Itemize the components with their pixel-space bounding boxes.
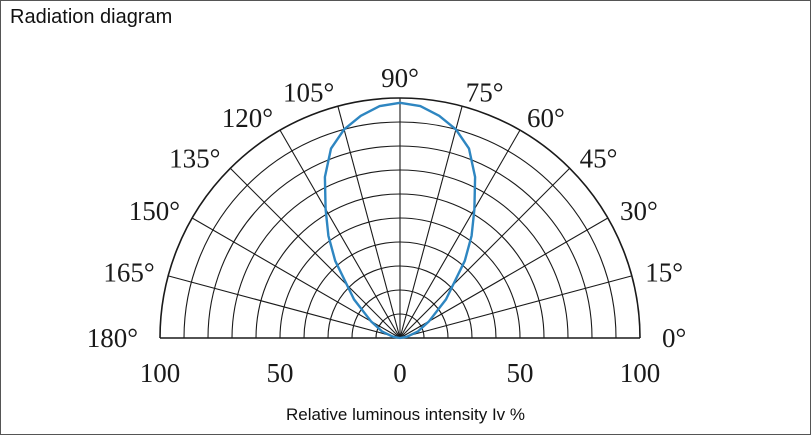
angle-label: 105° bbox=[283, 78, 334, 108]
angle-labels: 0° 15° 30°45° 60° 75° 90° 105° 120°135° 150° 165°… bbox=[87, 63, 687, 353]
radial-tick-label: 0 bbox=[393, 358, 407, 388]
grid-spoke bbox=[191, 217, 401, 339]
angle-label: 90° bbox=[381, 63, 419, 93]
grid-spoke bbox=[399, 129, 521, 339]
angle-label: 0° bbox=[662, 323, 686, 353]
x-axis-label: Relative luminous intensity Iv % bbox=[285, 405, 526, 424]
angle-label: 30° bbox=[620, 196, 658, 226]
grid-spoke bbox=[279, 129, 401, 339]
angle-label: 180° bbox=[87, 323, 138, 353]
angle-label: 135° bbox=[169, 143, 220, 173]
polar-grid bbox=[159, 97, 641, 339]
grid-spoke bbox=[399, 167, 571, 339]
grid-spoke bbox=[229, 167, 401, 339]
grid-spoke bbox=[337, 106, 401, 339]
angle-label: 150° bbox=[129, 196, 180, 226]
grid-spoke bbox=[399, 217, 609, 339]
grid-spoke bbox=[399, 275, 632, 339]
radial-tick-label: 100 bbox=[140, 358, 181, 388]
series-line bbox=[323, 101, 477, 340]
radial-tick-label: 50 bbox=[267, 358, 294, 388]
series-layer bbox=[323, 101, 477, 340]
grid-spoke bbox=[168, 275, 401, 339]
radial-tick-label: 50 bbox=[507, 358, 534, 388]
angle-label: 165° bbox=[103, 257, 154, 287]
radial-tick-labels: 100 50 0 50 100 bbox=[140, 358, 661, 388]
grid-spoke bbox=[399, 106, 463, 339]
angle-label: 75° bbox=[466, 78, 504, 108]
angle-label: 60° bbox=[527, 103, 565, 133]
angle-label: 120° bbox=[222, 103, 273, 133]
radial-tick-label: 100 bbox=[620, 358, 661, 388]
angle-label: 15° bbox=[645, 257, 683, 287]
angle-label: 45° bbox=[580, 143, 618, 173]
chart-title: Radiation diagram bbox=[10, 6, 173, 28]
